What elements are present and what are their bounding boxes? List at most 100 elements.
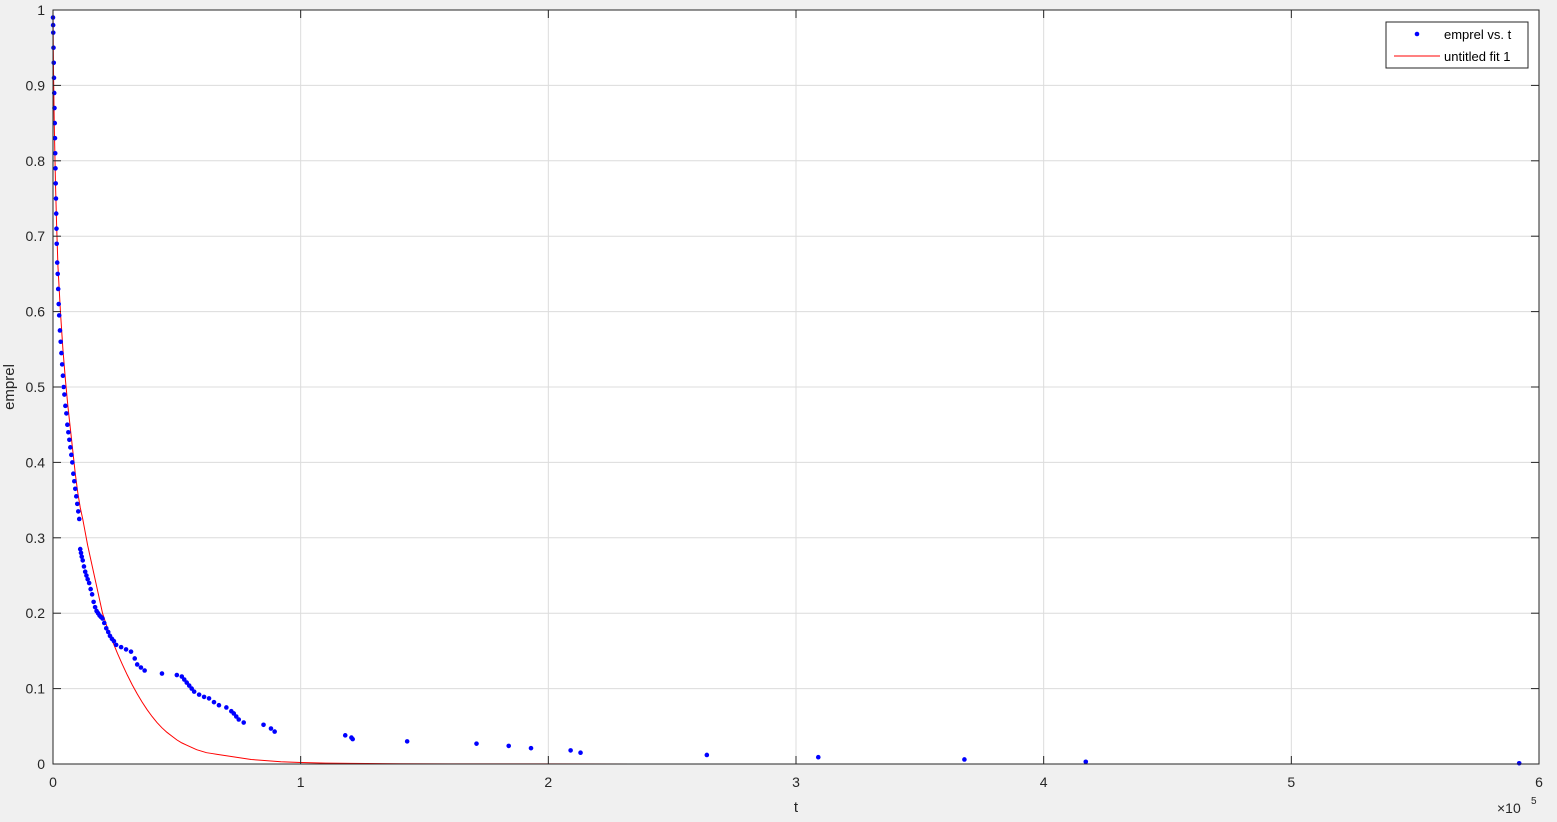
data-point	[86, 580, 92, 586]
y-tick-label: 1	[37, 2, 45, 18]
data-point	[52, 135, 58, 141]
data-point	[211, 699, 217, 705]
data-point	[69, 452, 74, 458]
data-point	[53, 166, 58, 171]
x-exponent-label: ×10 5	[1497, 796, 1537, 816]
data-point	[196, 692, 202, 697]
data-point	[52, 150, 58, 156]
data-point	[128, 649, 134, 654]
y-axis-label: emprel	[1, 364, 18, 410]
data-point	[51, 60, 57, 66]
data-point	[342, 733, 348, 738]
x-axis-ticks: 0 1 2 3 4 5 6	[49, 10, 1543, 790]
data-point	[216, 702, 222, 708]
x-tick-label: 1	[297, 774, 305, 790]
data-point	[191, 689, 197, 694]
data-point	[79, 554, 85, 559]
y-tick-label: 0.5	[26, 379, 46, 395]
data-point	[89, 592, 95, 597]
data-point	[55, 271, 61, 277]
y-tick-label: 0.3	[26, 530, 46, 546]
data-point	[85, 576, 90, 582]
data-point	[103, 625, 109, 631]
data-point	[100, 616, 105, 621]
data-point	[138, 665, 144, 670]
data-point	[54, 241, 60, 247]
data-point	[76, 516, 82, 522]
data-point	[57, 328, 63, 333]
y-tick-label: 0.1	[26, 681, 46, 697]
y-tick-label: 0.8	[26, 153, 46, 169]
data-point	[64, 411, 69, 416]
data-point	[105, 629, 111, 635]
data-point	[88, 586, 93, 592]
data-point	[224, 705, 229, 710]
data-point	[578, 750, 583, 755]
y-tick-label: 0.6	[26, 304, 46, 320]
y-tick-label: 0.2	[26, 605, 46, 621]
data-point	[261, 722, 266, 728]
data-points	[50, 15, 1522, 766]
data-point	[68, 445, 73, 450]
legend-label-points: emprel vs. t	[1444, 27, 1512, 42]
data-point	[59, 350, 64, 356]
data-point	[134, 662, 140, 667]
data-point	[704, 752, 710, 758]
data-point	[159, 671, 165, 676]
data-point	[75, 509, 81, 514]
legend-box	[1385, 21, 1529, 69]
data-point	[1516, 760, 1522, 766]
data-point	[568, 748, 573, 753]
data-point	[59, 362, 65, 367]
data-point	[815, 754, 821, 760]
legend-marker-points	[1414, 31, 1420, 37]
x-tick-label: 0	[49, 774, 57, 790]
x-tick-label: 6	[1535, 774, 1543, 790]
data-point	[54, 226, 59, 231]
legend-label-fit: untitled fit 1	[1444, 49, 1511, 64]
data-point	[962, 757, 967, 762]
data-point	[53, 181, 59, 186]
data-point	[236, 717, 242, 722]
data-point	[174, 672, 180, 678]
data-point	[65, 422, 70, 428]
x-tick-label: 2	[544, 774, 552, 790]
data-point	[201, 694, 207, 700]
data-point	[53, 196, 59, 201]
data-point	[91, 599, 96, 605]
x-exponent-power: 5	[1531, 796, 1537, 807]
data-point	[73, 494, 79, 499]
data-point	[1083, 759, 1089, 765]
data-point	[241, 720, 246, 725]
data-point	[70, 460, 75, 465]
data-point	[66, 429, 71, 435]
data-point	[61, 384, 66, 390]
y-tick-label: 0	[37, 756, 45, 772]
data-point	[72, 486, 78, 492]
data-point	[80, 558, 86, 563]
data-point	[528, 745, 534, 751]
data-point	[58, 339, 63, 345]
x-tick-label: 5	[1287, 774, 1295, 790]
data-point	[77, 546, 83, 552]
data-point	[62, 392, 67, 397]
data-point	[206, 696, 212, 701]
data-point	[74, 501, 80, 507]
data-point	[56, 313, 62, 318]
y-tick-label: 0.9	[26, 77, 46, 93]
data-point	[132, 656, 138, 661]
x-exponent-base: ×10	[1497, 800, 1521, 816]
x-tick-label: 3	[792, 774, 800, 790]
y-axis-ticks: 0 0.1 0.2 0.3 0.4 0.5 0.6 0.7 0.8 0.9 1	[26, 2, 1539, 772]
x-axis-label: t	[794, 799, 799, 816]
data-point	[56, 301, 61, 307]
data-point	[350, 736, 355, 742]
data-point	[81, 564, 87, 569]
data-point	[118, 644, 124, 650]
data-point	[67, 437, 72, 443]
legend: emprel vs. t untitled fit 1	[1385, 21, 1529, 69]
data-point	[268, 726, 274, 731]
data-point	[55, 286, 61, 292]
data-point	[101, 620, 107, 626]
